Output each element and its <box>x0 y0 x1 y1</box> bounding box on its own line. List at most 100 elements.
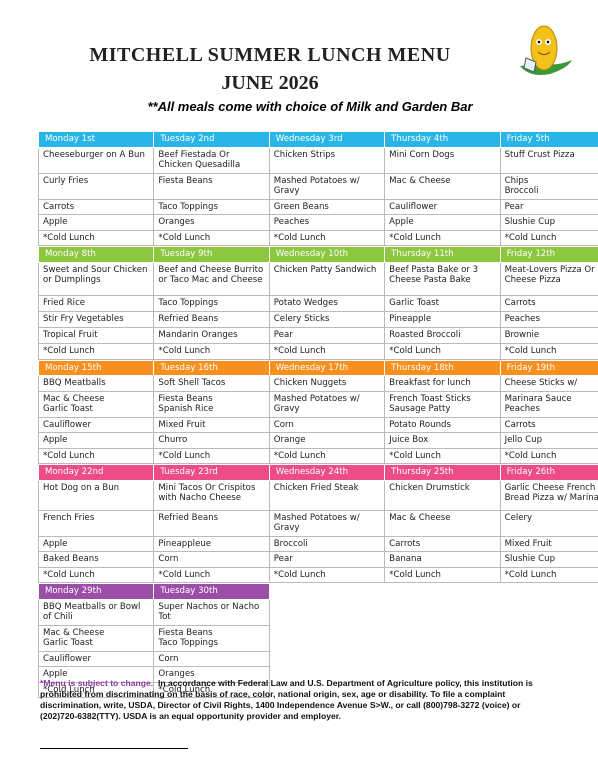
menu-item: Mashed Potatoes w/ Gravy <box>268 390 386 418</box>
menu-item: Stuff Crust Pizza <box>499 146 598 174</box>
menu-item: Apple <box>37 214 155 231</box>
menu-row: *Cold Lunch *Cold Lunch *Cold Lunch *Cold L… <box>37 229 598 246</box>
menu-item: Beef Pasta Bake or 3 Cheese Pasta Bake <box>384 261 501 296</box>
menu-item: Garlic Cheese French Bread Pizza w/ Mari… <box>499 479 598 511</box>
menu-item: Mac & Cheese <box>384 172 501 200</box>
menu-item: Beef and Cheese Burrito or Taco Mac and … <box>153 261 270 296</box>
menu-item: Mashed Potatoes w/ Gravy <box>268 509 386 537</box>
menu-row: Mac & Cheese Garlic Toast Fiesta Beans Sp… <box>37 390 598 418</box>
menu-row: Tropical Fruit Mandarin Oranges Pear Roaste… <box>37 326 598 344</box>
day-header: Monday 29th <box>37 583 155 600</box>
menu-item: Baked Beans <box>37 551 155 568</box>
menu-item: Curly Fries <box>37 172 155 200</box>
statement: In accordance with Federal Law and U.S. … <box>40 678 533 721</box>
menu-item: Taco Toppings <box>153 198 270 215</box>
menu-item: Carrots <box>499 294 598 312</box>
menu-item: Chicken Fried Steak <box>268 479 386 511</box>
day-header: Wednesday 10th <box>268 246 386 263</box>
note: *Menu is subject to change. <box>40 678 154 688</box>
menu-item: Chips Broccoli <box>499 172 598 200</box>
menu-item: French Fries <box>37 509 155 537</box>
menu-item: *Cold Lunch <box>499 342 598 360</box>
menu-row: *Cold Lunch *Cold Lunch *Cold Lunch *Cold L… <box>37 447 598 464</box>
menu-item: Refried Beans <box>153 310 270 328</box>
menu-item: Brownie <box>499 326 598 344</box>
menu-item: Fiesta Beans Taco Toppings <box>153 624 270 652</box>
menu-item: Super Nachos or Nacho Tot <box>153 598 270 626</box>
menu-item: French Toast Sticks Sausage Patty <box>384 390 501 418</box>
menu-row: Apple Oranges Peaches Apple Slushie Cup <box>37 214 598 231</box>
menu-item: Cauliflower <box>37 650 155 667</box>
menu-item: Mini Corn Dogs <box>384 146 501 174</box>
day-header: Monday 22nd <box>37 464 155 481</box>
week-table: Monday 29th Tuesday 30th BBQ Meatballs or … <box>37 583 270 698</box>
menu-item: Celery Sticks <box>268 310 386 328</box>
menu-item: Corn <box>153 551 270 568</box>
menu-item: Oranges <box>153 214 270 231</box>
menu-item: *Cold Lunch <box>37 447 155 464</box>
menu-row: *Cold Lunch *Cold Lunch *Cold Lunch *Cold L… <box>37 342 598 360</box>
menu-item: Cauliflower <box>384 198 501 215</box>
menu-item: *Cold Lunch <box>37 229 155 246</box>
menu-row: BBQ Meatballs Soft Shell Tacos Chicken Nug… <box>37 375 598 392</box>
menu-item: Corn <box>153 650 270 667</box>
day-header: Wednesday 17th <box>268 359 386 376</box>
menu-item: Mini Tacos Or Crispitos with Nacho Chees… <box>153 479 270 511</box>
day-header: Monday 1st <box>37 131 155 148</box>
menu-item: BBQ Meatballs <box>37 375 155 392</box>
menu-item: Marinara Sauce Peaches <box>499 390 598 418</box>
menu-table: Monday 1st Tuesday 2nd Wednesday 3rd Thursd… <box>37 131 598 698</box>
menu-item: Meat-Lovers Pizza Or Cheese Pizza <box>499 261 598 296</box>
menu-item: *Cold Lunch <box>499 566 598 583</box>
menu-item: *Cold Lunch <box>153 681 270 698</box>
day-header: Friday 5th <box>499 131 598 148</box>
menu-item: Chicken Strips <box>268 146 386 174</box>
menu-item: Taco Toppings <box>153 294 270 312</box>
day-header: Wednesday 3rd <box>268 131 386 148</box>
menu-item: Soft Shell Tacos <box>153 375 270 392</box>
menu-item: Apple <box>37 432 155 449</box>
menu-item: *Cold Lunch <box>384 447 501 464</box>
title: MITCHELL SUMMER LUNCH MENU <box>89 44 451 66</box>
menu-row: Cauliflower Corn <box>37 650 270 667</box>
menu-item: Fried Rice <box>37 294 155 312</box>
menu-item: *Cold Lunch <box>268 342 386 360</box>
menu-item: Apple <box>384 214 501 231</box>
menu-item: Carrots <box>499 416 598 433</box>
week-table: Monday 22nd Tuesday 23rd Wednesday 24th Thu… <box>37 464 598 583</box>
menu-item: *Cold Lunch <box>37 566 155 583</box>
menu-item: Pear <box>268 326 386 344</box>
menu-item: Fiesta Beans <box>153 172 270 200</box>
menu-item: *Cold Lunch <box>384 342 501 360</box>
menu-item: Mixed Fruit <box>153 416 270 433</box>
menu-item: Tropical Fruit <box>37 326 155 344</box>
menu-item: Apple <box>37 535 155 552</box>
menu-item: *Cold Lunch <box>499 229 598 246</box>
menu-item: Pear <box>499 198 598 215</box>
header-row: Monday 29th Tuesday 30th <box>37 583 270 600</box>
subtitle: **All meals come with choice of Milk and… <box>147 99 473 114</box>
menu-item: *Cold Lunch <box>268 566 386 583</box>
corn-icon <box>510 18 578 84</box>
menu-item: *Cold Lunch <box>153 566 270 583</box>
menu-row: Sweet and Sour Chicken or Dumplings Beef … <box>37 261 598 296</box>
menu-item: Mashed Potatoes w/ Gravy <box>268 172 386 200</box>
menu-row: Apple Churro Orange Juice Box Jello Cup <box>37 432 598 449</box>
day-header: Thursday 4th <box>384 131 501 148</box>
menu-item: Mandarin Oranges <box>153 326 270 344</box>
menu-item: Cauliflower <box>37 416 155 433</box>
menu-item: *Cold Lunch <box>37 681 155 698</box>
menu-row: Cheeseburger on A Bun Beef Fiestada Or Ch… <box>37 146 598 174</box>
menu-row: Mac & Cheese Garlic Toast Fiesta Beans Ta… <box>37 624 270 652</box>
menu-item: Green Beans <box>268 198 386 215</box>
day-header: Thursday 25th <box>384 464 501 481</box>
menu-row: BBQ Meatballs or Bowl of Chili Super Nach… <box>37 598 270 626</box>
menu-item: Carrots <box>37 198 155 215</box>
menu-item: Roasted Broccoli <box>384 326 501 344</box>
menu-item: Peaches <box>499 310 598 328</box>
day-header: Tuesday 30th <box>153 583 270 600</box>
menu-item: Jello Cup <box>499 432 598 449</box>
menu-item: Chicken Drumstick <box>384 479 501 511</box>
menu-item: Cheese Sticks w/ <box>499 375 598 392</box>
menu-row: Carrots Taco Toppings Green Beans Cauliflow… <box>37 198 598 215</box>
